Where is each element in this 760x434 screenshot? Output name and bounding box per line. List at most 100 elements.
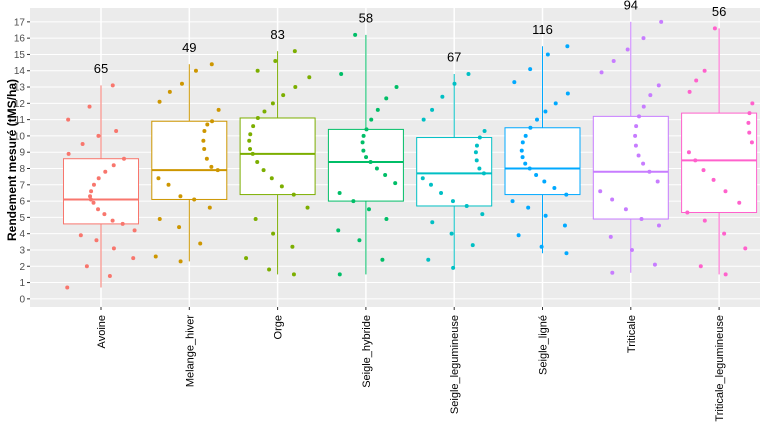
- point: [747, 111, 752, 116]
- point: [270, 101, 275, 106]
- x-tick-label: Orge: [273, 315, 285, 339]
- point: [271, 231, 276, 236]
- x-tick-label: Seigle_ligné: [538, 315, 550, 375]
- point: [440, 94, 445, 99]
- point: [519, 148, 524, 153]
- point: [659, 19, 664, 24]
- point: [89, 189, 94, 194]
- point: [480, 212, 485, 217]
- point: [452, 81, 457, 86]
- box: [63, 158, 139, 225]
- point: [384, 96, 389, 101]
- point: [451, 265, 456, 270]
- y-tick-label: 1: [19, 278, 25, 289]
- box: [592, 115, 669, 220]
- point: [205, 122, 210, 127]
- point: [198, 241, 203, 246]
- point: [120, 221, 125, 226]
- point: [528, 67, 533, 72]
- point: [481, 171, 486, 176]
- point: [523, 161, 528, 166]
- point: [267, 267, 272, 272]
- point: [528, 125, 533, 130]
- point: [656, 223, 661, 228]
- point: [337, 190, 342, 195]
- point: [102, 212, 107, 217]
- point: [564, 192, 569, 197]
- point: [178, 259, 183, 264]
- box: [681, 112, 758, 213]
- box: [239, 117, 316, 196]
- y-tick-label: 9: [19, 148, 25, 159]
- point: [204, 156, 209, 161]
- point: [361, 148, 366, 153]
- y-tick-label: 8: [19, 164, 25, 175]
- point: [167, 89, 172, 94]
- point: [193, 68, 198, 73]
- point: [477, 166, 482, 171]
- box: [327, 128, 404, 202]
- point: [273, 58, 278, 63]
- point: [339, 71, 344, 76]
- point: [527, 166, 532, 171]
- point: [625, 47, 630, 52]
- point: [552, 186, 557, 191]
- point: [641, 161, 646, 166]
- point: [737, 200, 742, 205]
- point: [368, 159, 373, 164]
- count-label: 83: [270, 27, 284, 42]
- point: [449, 231, 454, 236]
- point: [291, 192, 296, 197]
- y-axis-label: Rendement mesuré (tMS/ha): [5, 79, 19, 241]
- x-tick-label: Seigle_legumineuse: [449, 315, 461, 414]
- point: [430, 220, 435, 225]
- y-tick-label: 6: [19, 197, 25, 208]
- point: [293, 85, 298, 90]
- point: [648, 93, 653, 98]
- point: [156, 176, 161, 181]
- point: [430, 107, 435, 112]
- point: [474, 158, 479, 163]
- y-tick-label: 0: [19, 294, 25, 305]
- point: [366, 207, 371, 212]
- point: [694, 78, 699, 83]
- point: [384, 217, 389, 222]
- point: [629, 247, 634, 252]
- point: [255, 68, 260, 73]
- point: [510, 199, 515, 204]
- y-tick-label: 4: [19, 229, 25, 240]
- point: [88, 194, 93, 199]
- count-label: 56: [712, 4, 726, 19]
- point: [394, 85, 399, 90]
- point: [702, 68, 707, 73]
- point: [750, 101, 755, 106]
- point: [633, 143, 638, 148]
- point: [281, 93, 286, 98]
- point: [84, 264, 89, 269]
- point: [336, 228, 341, 233]
- point: [656, 83, 661, 88]
- point: [723, 189, 728, 194]
- point: [269, 176, 274, 181]
- point: [80, 142, 85, 147]
- point: [178, 194, 183, 199]
- point: [290, 244, 295, 249]
- y-tick-label: 3: [19, 245, 25, 256]
- point: [380, 257, 385, 262]
- point: [360, 140, 365, 145]
- point: [623, 207, 628, 212]
- point: [96, 176, 101, 181]
- count-label: 94: [624, 0, 638, 13]
- point: [428, 182, 433, 187]
- point: [723, 272, 728, 277]
- point: [599, 70, 604, 75]
- point: [534, 117, 539, 122]
- point: [641, 104, 646, 109]
- point: [608, 234, 613, 239]
- point: [639, 217, 644, 222]
- y-tick-label: 13: [14, 83, 26, 94]
- point: [250, 151, 255, 156]
- point: [78, 233, 83, 238]
- y-tick-label: 11: [15, 115, 26, 126]
